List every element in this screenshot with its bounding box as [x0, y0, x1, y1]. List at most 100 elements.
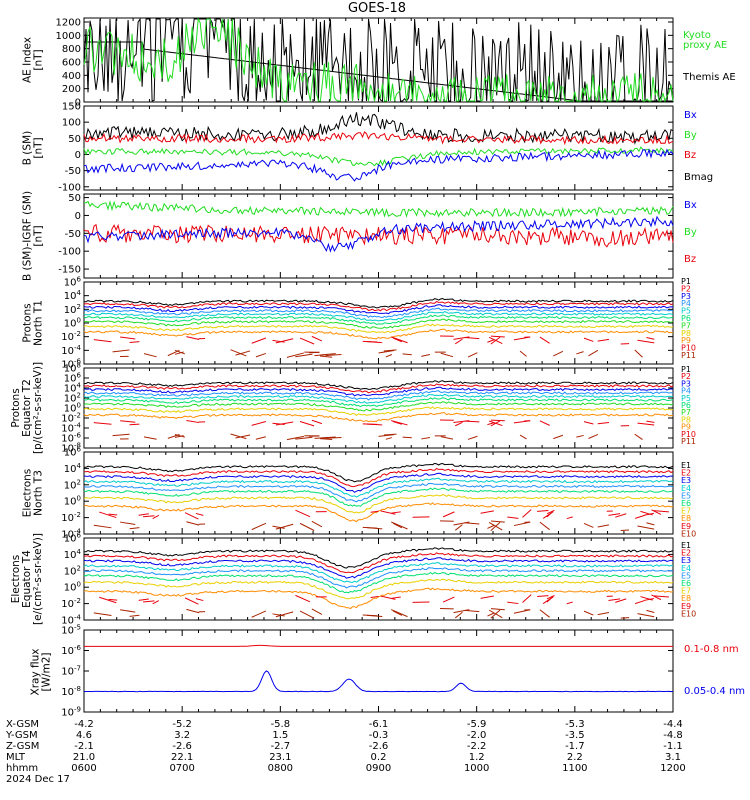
pe-series-9-seg	[186, 420, 200, 424]
ee-ylabel: Equator T4	[21, 550, 33, 608]
axis-xgsm-value-1: -5.2	[172, 719, 192, 730]
en-series-9-seg	[275, 523, 294, 530]
pn-series-2	[83, 304, 674, 315]
pe-series-9-seg	[488, 420, 503, 427]
ae-ytick-label: 200	[62, 84, 81, 95]
en-series-9-seg	[490, 520, 505, 523]
ee-series-8-seg	[99, 596, 117, 604]
ee-legend-7: E8	[681, 594, 691, 603]
pn-panel-frame	[83, 281, 674, 365]
pn-series-6	[83, 318, 674, 329]
pe-series-10-seg	[255, 436, 266, 440]
en-series-5	[83, 487, 674, 507]
ee-series-8-seg	[507, 601, 519, 605]
bigrf-by-line	[83, 199, 674, 219]
pe-series-7	[83, 406, 674, 417]
pn-ytick-label: 104	[64, 289, 82, 302]
pe-ylabel: Protons	[10, 388, 22, 427]
axis-hhmm-value-1: 0700	[169, 763, 194, 774]
en-series-8-seg	[522, 509, 532, 518]
en-series-0	[84, 462, 674, 483]
ae-legend-2: Themis AE	[682, 72, 736, 83]
en-legend-5: E6	[681, 499, 691, 508]
en-series-8-seg	[370, 510, 379, 513]
axis-xgsm-value-4: -5.9	[467, 719, 487, 730]
en-legend-3: E4	[681, 484, 691, 493]
bigrf-ylabel: [nT]	[33, 225, 45, 246]
pe-series-9-seg	[120, 420, 136, 423]
pn-series-1	[83, 300, 674, 312]
pe-series-10-seg	[325, 437, 342, 439]
pn-legend-5: P6	[681, 314, 691, 323]
ee-legend-4: E5	[681, 571, 691, 580]
pn-series-9-seg	[583, 337, 594, 342]
pn-series-9-seg	[129, 341, 140, 344]
pe-series-9-seg	[464, 420, 480, 423]
en-series-8-seg	[391, 511, 401, 514]
ee-series-8-seg	[566, 601, 573, 605]
en-series-9-seg	[487, 524, 495, 529]
en-legend-1: E2	[681, 469, 691, 478]
ee-series-9-seg	[93, 612, 112, 616]
pe-series-10-seg	[295, 436, 313, 440]
bsm-bz-line	[83, 131, 674, 146]
pn-series-9-seg	[392, 337, 403, 343]
axis-mlt-value-2: 23.1	[269, 752, 291, 763]
pn-ylabel: North T1	[33, 300, 45, 346]
pn-series-10-seg	[576, 351, 584, 355]
pn-series-9-seg	[275, 338, 294, 344]
pn-series-10-seg	[421, 353, 431, 357]
ee-series-9-seg	[390, 609, 408, 618]
pe-series-10-seg	[235, 434, 251, 439]
pe-ylabel: [p/(cm²-s-sr-keV)]	[32, 362, 44, 454]
pn-series-10-seg	[440, 352, 454, 358]
ee-ylabel: [e/(cm²-s-sr-keV)]	[32, 533, 44, 625]
pn-legend-8: P9	[681, 336, 691, 345]
ee-series-8-seg	[370, 595, 379, 598]
pe-series-10-seg	[553, 434, 564, 440]
en-series-8-seg	[295, 509, 311, 518]
row-label-mlt: MLT	[6, 752, 26, 763]
bsm-ytick-label: -50	[65, 166, 81, 177]
pe-ytick-label: 10-6	[61, 432, 81, 445]
pn-legend-3: P4	[681, 299, 691, 308]
ee-series-8-seg	[542, 596, 554, 605]
pe-ytick-label: 10-4	[61, 422, 81, 435]
pe-series-9-seg	[299, 421, 315, 427]
ee-series-8-seg	[522, 594, 532, 603]
pn-series-9-seg	[488, 336, 503, 345]
row-label-hhmm: hhmm	[6, 763, 38, 774]
en-series-8-seg	[643, 512, 654, 516]
en-series-9-seg	[392, 522, 403, 529]
pe-legend-4: P5	[681, 394, 691, 403]
ee-series-8-seg	[546, 595, 555, 600]
ee-legend-5: E6	[681, 579, 691, 588]
en-legend-0: E1	[681, 461, 691, 470]
ee-series-9-seg	[490, 608, 505, 611]
axis-zgsm-value-1: -2.6	[172, 741, 192, 752]
ee-series-8-seg	[480, 595, 494, 599]
en-series-8-seg	[546, 509, 555, 515]
pe-series-10-seg	[314, 437, 328, 439]
axis-hhmm-value-6: 1200	[660, 763, 685, 774]
pn-series-7	[83, 323, 674, 334]
axis-hhmm-value-3: 0900	[366, 763, 391, 774]
en-ytick-label: 100	[64, 495, 81, 508]
axis-zgsm-value-6: -1.1	[663, 741, 683, 752]
ee-series-3	[83, 562, 674, 583]
en-series-9-seg	[583, 523, 594, 528]
axis-ygsm-value-4: -2.0	[467, 730, 487, 741]
ee-series-8-seg	[651, 594, 662, 601]
ee-series-8-seg	[138, 598, 149, 601]
en-series-9-seg	[646, 522, 655, 526]
en-series-1	[83, 467, 674, 488]
bsm-legend-0: Bx	[684, 110, 697, 121]
time-axis-table: X-GSM Y-GSM Z-GSM MLT hhmm 2024 Dec 17 -…	[5, 719, 686, 785]
axis-ygsm-value-5: -3.5	[565, 730, 585, 741]
ee-series-9-seg	[129, 614, 140, 617]
pe-series-9-seg	[311, 419, 323, 425]
pe-series-10-seg	[230, 433, 247, 440]
pe-ytick-label: 102	[64, 392, 81, 405]
axis-zgsm-value-4: -2.2	[467, 741, 487, 752]
